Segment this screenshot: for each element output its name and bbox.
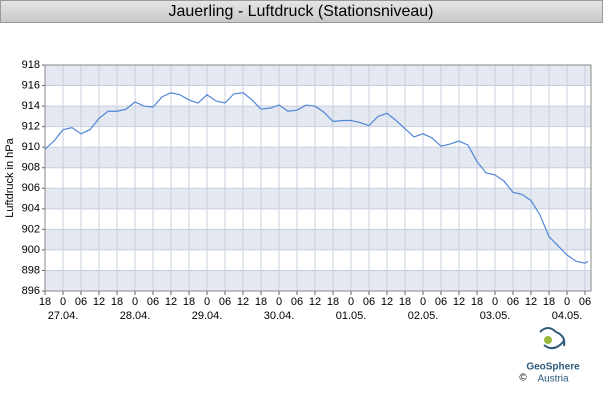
x-tick-label: 06 xyxy=(219,296,231,308)
y-tick-label: 898 xyxy=(22,264,40,276)
chart-title: Jauerling - Luftdruck (Stationsniveau) xyxy=(168,3,433,20)
y-tick-label: 906 xyxy=(22,182,40,194)
logo-name: GeoSphere xyxy=(526,362,580,373)
logo: GeoSphere Austria © xyxy=(519,327,580,385)
y-tick-label: 902 xyxy=(22,223,40,235)
x-tick-label: 12 xyxy=(525,296,537,308)
x-tick-label: 12 xyxy=(165,296,177,308)
x-tick-label: 06 xyxy=(363,296,375,308)
x-tick-label: 0 xyxy=(564,296,570,308)
date-label: 27.04. xyxy=(48,310,79,322)
x-tick-label: 0 xyxy=(60,296,66,308)
x-tick-label: 12 xyxy=(309,296,321,308)
x-tick-label: 06 xyxy=(507,296,519,308)
date-label: 28.04. xyxy=(120,310,151,322)
x-tick-label: 06 xyxy=(147,296,159,308)
y-tick-label: 900 xyxy=(22,244,40,256)
x-tick-label: 18 xyxy=(183,296,195,308)
x-tick-label: 18 xyxy=(327,296,339,308)
x-tick-label: 06 xyxy=(579,296,591,308)
x-tick-label: 0 xyxy=(420,296,426,308)
x-tick-label: 18 xyxy=(471,296,483,308)
x-tick-label: 06 xyxy=(75,296,87,308)
grid-band xyxy=(45,106,591,127)
date-label: 30.04. xyxy=(264,310,295,322)
x-tick-label: 18 xyxy=(543,296,555,308)
plot-area xyxy=(45,65,591,291)
grid-band xyxy=(45,147,591,168)
x-tick-label: 0 xyxy=(204,296,210,308)
x-tick-label: 12 xyxy=(93,296,105,308)
date-label: 01.05. xyxy=(336,310,367,322)
grid-band xyxy=(45,270,591,291)
x-tick-label: 18 xyxy=(111,296,123,308)
y-axis-label: Luftdruck in hPa xyxy=(4,137,16,217)
x-tick-label: 0 xyxy=(276,296,282,308)
date-label: 29.04. xyxy=(192,310,223,322)
logo-shape xyxy=(539,327,566,350)
y-tick-label: 896 xyxy=(22,285,40,297)
x-tick-label: 12 xyxy=(453,296,465,308)
grid-band xyxy=(45,65,591,86)
x-tick-label: 0 xyxy=(132,296,138,308)
date-label: 03.05. xyxy=(480,310,511,322)
y-tick-label: 904 xyxy=(22,203,40,215)
y-tick-label: 912 xyxy=(22,121,40,133)
y-tick-label: 908 xyxy=(22,162,40,174)
y-tick-label: 918 xyxy=(22,59,40,71)
x-tick-label: 18 xyxy=(39,296,51,308)
y-tick-label: 914 xyxy=(22,100,40,112)
x-tick-label: 06 xyxy=(291,296,303,308)
logo-sub: Austria xyxy=(537,374,569,385)
plot-frame xyxy=(44,64,592,292)
date-label: 02.05. xyxy=(408,310,439,322)
x-tick-label: 0 xyxy=(492,296,498,308)
x-tick-label: 18 xyxy=(255,296,267,308)
grid-band xyxy=(45,229,591,250)
x-tick-label: 12 xyxy=(237,296,249,308)
copyright: © xyxy=(519,373,527,384)
y-tick-label: 910 xyxy=(22,141,40,153)
line-series xyxy=(44,92,589,264)
y-tick-label: 916 xyxy=(22,79,40,91)
x-tick-label: 0 xyxy=(348,296,354,308)
x-tick-label: 18 xyxy=(399,296,411,308)
logo-dot xyxy=(544,336,552,344)
x-tick-label: 12 xyxy=(381,296,393,308)
date-label: 04.05. xyxy=(552,310,583,322)
grid-band xyxy=(45,188,591,209)
x-tick-label: 06 xyxy=(435,296,447,308)
